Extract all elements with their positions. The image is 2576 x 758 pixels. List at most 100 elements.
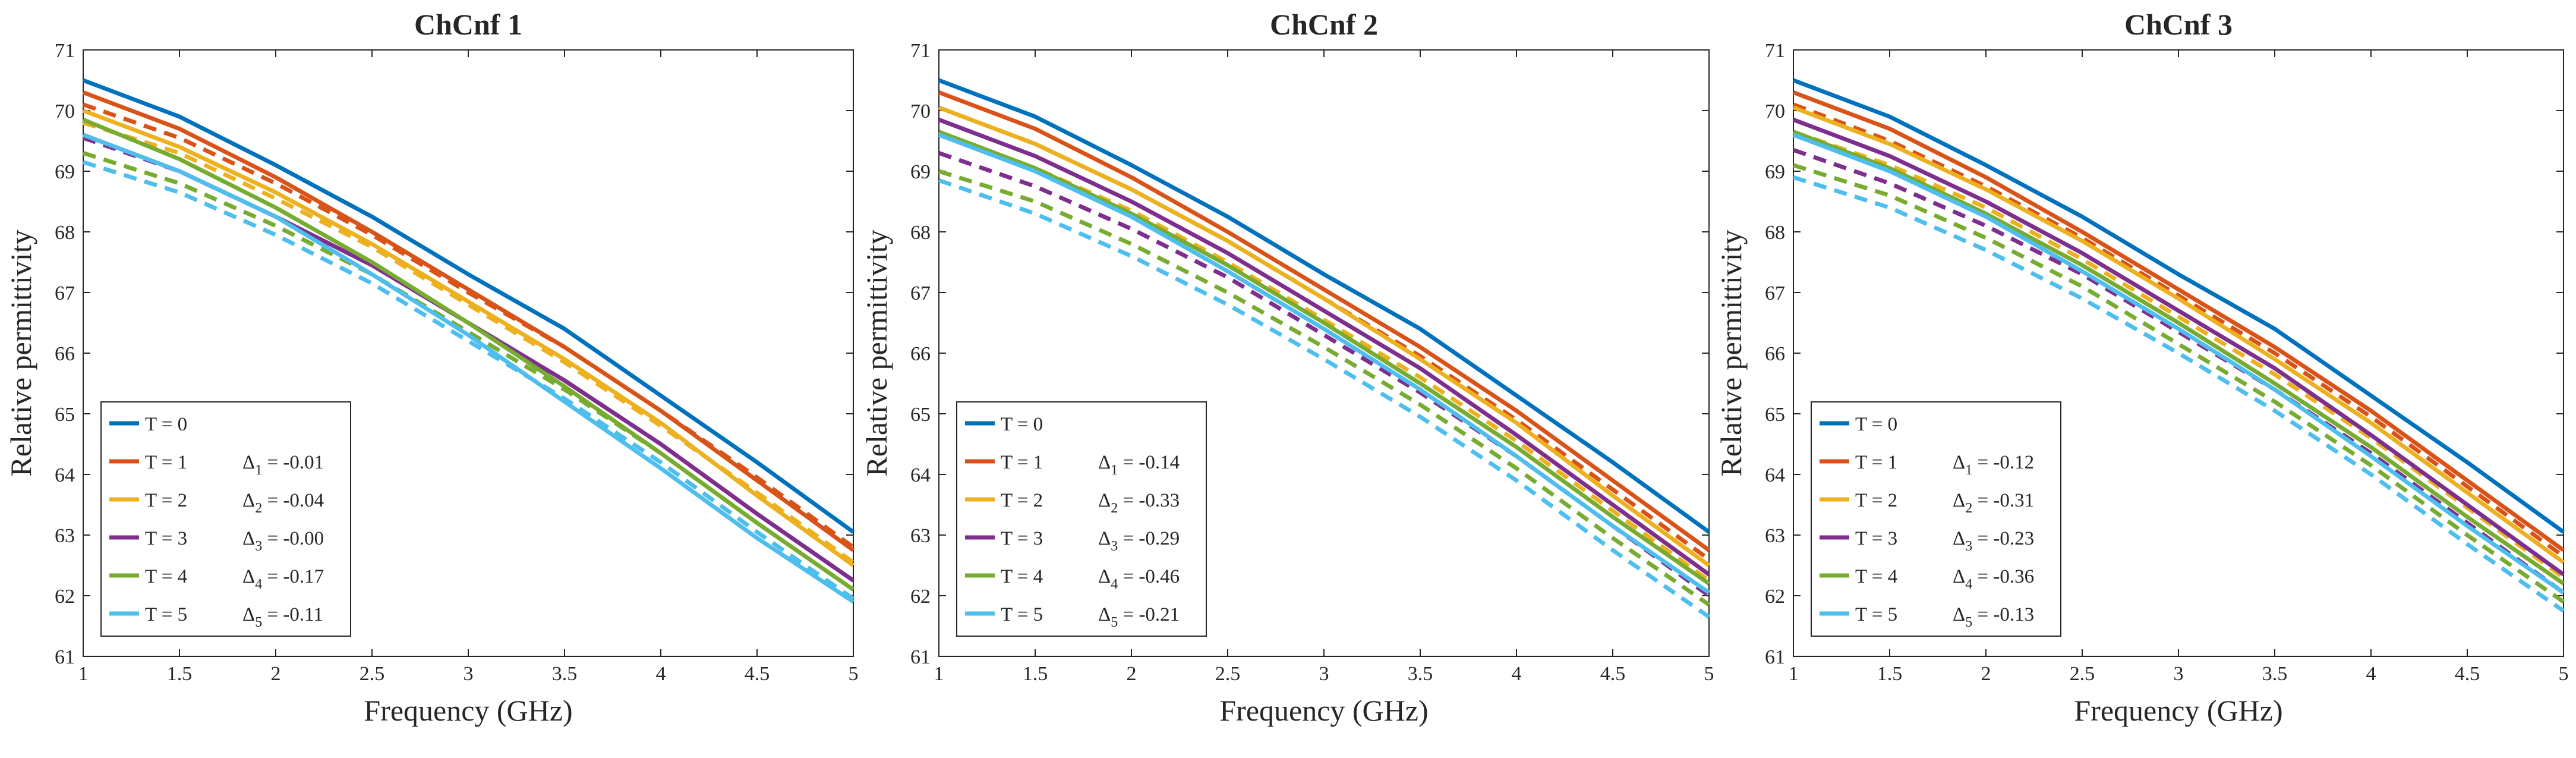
y-tick-label: 64 (55, 464, 75, 486)
y-tick-label: 71 (55, 40, 75, 62)
y-tick-label: 70 (910, 100, 931, 122)
legend: T = 0T = 1 Δ1 = -0.12T = 2 Δ2 = -0.31T = 3… (1811, 401, 2061, 637)
chart-panel-1: ChCnf 1 1 1.5 2 2.5 3 3.5 4 4.5 5 61 62 63 64 65 66 67 68… (4, 8, 859, 727)
series-line-T2-solid (938, 105, 1711, 567)
chart-panel-2: ChCnf 2 1 1.5 2 2.5 3 3.5 4 4.5 5 61 62 63 64 65 66 67 68… (860, 8, 1714, 727)
delta-subscript: 2 (1965, 501, 1972, 516)
delta-value: = -0.12 (1972, 452, 2034, 473)
series-line-T3-dashed (1792, 147, 2565, 595)
delta-subscript: 4 (1111, 577, 1118, 592)
y-tick-label: 70 (55, 100, 75, 122)
legend-label: T = 3 (1855, 528, 1897, 549)
legend-delta: Δ5 = -0.11 (242, 604, 323, 630)
x-tick-label: 3.5 (1408, 663, 1433, 685)
chart-title: ChCnf 1 (414, 8, 522, 41)
y-tick-label: 68 (910, 222, 931, 244)
legend-label: T = 4 (145, 566, 187, 587)
legend-delta: Δ3 = -0.23 (1953, 528, 2034, 554)
series-line-T4-dashed (1792, 163, 2565, 604)
y-axis-label: Relative permittivity (860, 229, 893, 476)
delta-symbol: Δ (242, 604, 255, 625)
y-tick-label: 67 (910, 282, 931, 304)
delta-subscript: 1 (1965, 463, 1972, 478)
legend-delta: Δ1 = -0.01 (242, 452, 324, 478)
series-line-T3-solid (1792, 118, 2565, 577)
legend-delta: Δ4 = -0.17 (242, 566, 324, 592)
y-tick-label: 66 (1765, 343, 1785, 365)
delta-symbol: Δ (242, 452, 255, 473)
delta-subscript: 1 (255, 463, 262, 478)
x-tick-label: 2.5 (1215, 663, 1241, 685)
series-line-T2-dashed (1792, 130, 2565, 580)
y-tick-label: 62 (1765, 586, 1785, 608)
legend-label: T = 0 (1001, 414, 1043, 435)
delta-symbol: Δ (1953, 528, 1965, 549)
delta-value: = -0.29 (1118, 528, 1180, 549)
legend-box (1811, 401, 2061, 637)
x-tick-label: 1 (1789, 663, 1799, 685)
delta-value: = -0.46 (1118, 566, 1180, 587)
series-line-T2-solid (1792, 105, 2565, 564)
x-tick-label: 3 (1319, 663, 1329, 685)
delta-symbol: Δ (1098, 604, 1111, 625)
legend-label: T = 5 (1855, 604, 1897, 625)
x-tick-label: 3.5 (2262, 663, 2288, 685)
y-tick-label: 65 (1765, 404, 1785, 426)
delta-subscript: 5 (1111, 615, 1118, 630)
legend: T = 0T = 1 Δ1 = -0.14T = 2 Δ2 = -0.33T = 3… (956, 401, 1207, 637)
x-tick-label: 4.5 (1600, 663, 1626, 685)
legend-delta: Δ1 = -0.14 (1098, 452, 1180, 478)
y-tick-label: 68 (1765, 222, 1785, 244)
series-line-T5-dashed (1792, 175, 2565, 613)
delta-symbol: Δ (1098, 566, 1111, 587)
series-line-T0-solid (1792, 78, 2565, 534)
series-line-T1-solid (1792, 90, 2565, 552)
series-line-T1-dashed (82, 102, 855, 549)
x-axis-label: Frequency (GHz) (364, 694, 572, 727)
delta-value: = -0.01 (262, 452, 324, 473)
x-tick-label: 4.5 (745, 663, 770, 685)
legend-label: T = 4 (1001, 566, 1043, 587)
y-axis-label: Relative permittivity (1714, 229, 1748, 476)
legend-label: T = 5 (145, 604, 187, 625)
chart-panel-3: ChCnf 3 1 1.5 2 2.5 3 3.5 4 4.5 5 61 62 63 64 65 66 67 68… (1714, 8, 2569, 727)
y-tick-label: 63 (910, 525, 931, 547)
delta-symbol: Δ (242, 490, 255, 511)
series-line-T5-dashed (82, 160, 855, 600)
legend-label: T = 4 (1855, 566, 1897, 587)
series-line-T5-solid (938, 133, 1710, 595)
delta-symbol: Δ (1098, 452, 1111, 473)
delta-symbol: Δ (1953, 452, 1965, 473)
legend-label: T = 1 (1855, 452, 1897, 473)
delta-value: = -0.04 (262, 490, 324, 511)
series-lines (1792, 78, 2565, 613)
y-axis-label: Relative permittivity (4, 229, 37, 476)
delta-subscript: 2 (255, 501, 262, 516)
x-axis-label: Frequency (GHz) (1219, 694, 1428, 727)
legend-label: T = 2 (1001, 490, 1043, 511)
delta-value: = -0.23 (1972, 528, 2034, 549)
y-tick-label: 61 (910, 646, 931, 668)
delta-value: = -0.36 (1972, 566, 2034, 587)
series-line-T1-solid (938, 90, 1711, 552)
y-tick-label: 64 (910, 464, 931, 486)
x-axis-label: Frequency (GHz) (2074, 694, 2282, 727)
delta-subscript: 4 (255, 577, 262, 592)
y-tick-label: 70 (1765, 100, 1785, 122)
legend-box (100, 401, 351, 637)
series-lines (82, 78, 855, 604)
legend-label: T = 1 (145, 452, 187, 473)
y-tick-label: 61 (1765, 646, 1785, 668)
legend-delta: Δ3 = -0.00 (242, 528, 324, 554)
legend-delta: Δ5 = -0.13 (1953, 604, 2034, 630)
legend-label: T = 2 (145, 490, 187, 511)
series-line-T0-solid (82, 78, 855, 534)
legend-box (956, 401, 1207, 637)
delta-subscript: 3 (1111, 539, 1118, 554)
legend-label: T = 5 (1001, 604, 1043, 625)
delta-value: = -0.33 (1118, 490, 1180, 511)
x-tick-label: 2.5 (360, 663, 385, 685)
delta-subscript: 2 (1111, 501, 1118, 516)
